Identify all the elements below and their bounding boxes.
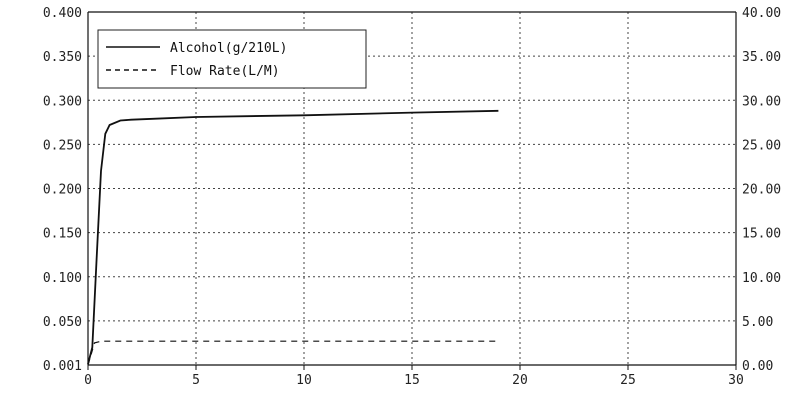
series-line-flow-rate <box>87 340 499 366</box>
y-left-tick-label: 0.350 <box>43 50 82 65</box>
y-left-tick-label: 0.001 <box>43 359 82 374</box>
legend: Alcohol(g/210L) Flow Rate(L/M) <box>97 29 367 89</box>
y-left-tick-label: 0.300 <box>43 94 82 109</box>
y-right-tick-label: 25.00 <box>742 138 781 153</box>
tick-labels: 0.001 0.050 0.100 0.150 0.200 0.250 0.300 0.350… <box>43 6 781 388</box>
y-right-tick-label: 0.00 <box>742 359 773 374</box>
x-tick-label: 30 <box>728 373 744 388</box>
y-left-tick-label: 0.150 <box>43 227 82 242</box>
x-tick-label: 10 <box>296 373 312 388</box>
y-right-tick-label: 35.00 <box>742 50 781 65</box>
y-right-tick-label: 10.00 <box>742 271 781 286</box>
y-right-tick-label: 5.00 <box>742 315 773 330</box>
y-right-tick-label: 30.00 <box>742 94 781 109</box>
y-right-tick-label: 40.00 <box>742 6 781 21</box>
y-left-tick-label: 0.250 <box>43 138 82 153</box>
x-tick-label: 25 <box>620 373 636 388</box>
y-right-tick-label: 20.00 <box>742 183 781 198</box>
series <box>87 109 499 366</box>
y-left-tick-label: 0.100 <box>43 271 82 286</box>
y-left-tick-label: 0.200 <box>43 183 82 198</box>
y-right-tick-label: 15.00 <box>742 227 781 242</box>
y-left-tick-label: 0.050 <box>43 315 82 330</box>
axes <box>87 11 737 370</box>
y-left-tick-label: 0.400 <box>43 6 82 21</box>
x-tick-label: 5 <box>192 373 200 388</box>
x-tick-label: 15 <box>404 373 420 388</box>
series-line-alcohol <box>87 109 499 365</box>
legend-label-alcohol: Alcohol(g/210L) <box>170 41 287 56</box>
legend-box <box>97 29 367 89</box>
legend-label-flow-rate: Flow Rate(L/M) <box>170 64 280 79</box>
x-tick-label: 20 <box>512 373 528 388</box>
x-tick-label: 0 <box>84 373 92 388</box>
